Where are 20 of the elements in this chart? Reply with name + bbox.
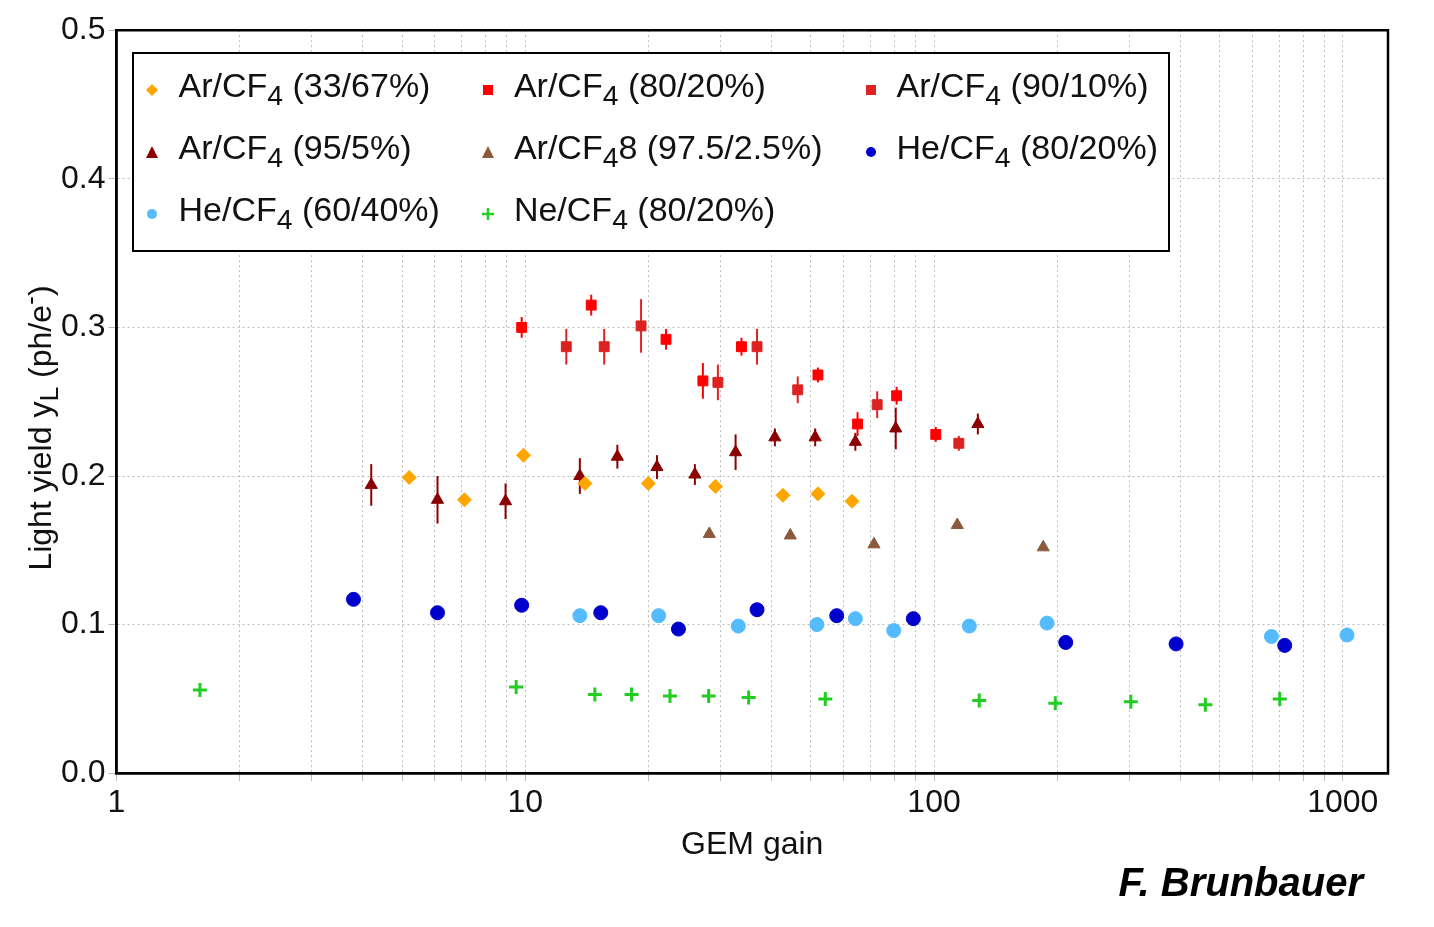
legend-label: Ne/CF$_{4}$ (80/20%) — [513, 188, 776, 237]
text: F. Brunbauer — [1118, 860, 1363, 904]
y-tick-label: 0.4 — [61, 158, 106, 195]
y-tick-label: 0.3 — [61, 307, 106, 344]
legend-label: Ar/CF$_{4}$8 (97.5/2.5%) — [513, 127, 823, 175]
legend-label: He/CF$_{4}$ (80/20%) — [896, 127, 1158, 175]
x-axis-title: GEM gain — [681, 824, 824, 861]
y-tick-label: 0.1 — [61, 604, 106, 641]
legend-label: Ar/CF$_{4}$ (95/5%) — [178, 127, 412, 175]
legend-label: Ar/CF$_{4}$ (90/10%) — [896, 65, 1149, 113]
x-tick-label: 1 — [107, 783, 126, 820]
legend-label: He/CF$_{4}$ (60/40%) — [178, 188, 440, 237]
x-tick-label: 100 — [907, 783, 961, 820]
legend-label: Ar/CF$_{4}$ (80/20%) — [513, 65, 766, 113]
x-tick-label: 10 — [507, 783, 544, 820]
x-tick-label: 1000 — [1307, 783, 1379, 820]
y-tick-label: 0.5 — [61, 10, 106, 47]
y-tick-label: 0.2 — [61, 455, 106, 492]
legend-label: Ar/CF$_{4}$ (33/67%) — [178, 65, 431, 113]
y-tick-label: 0.0 — [61, 753, 106, 790]
